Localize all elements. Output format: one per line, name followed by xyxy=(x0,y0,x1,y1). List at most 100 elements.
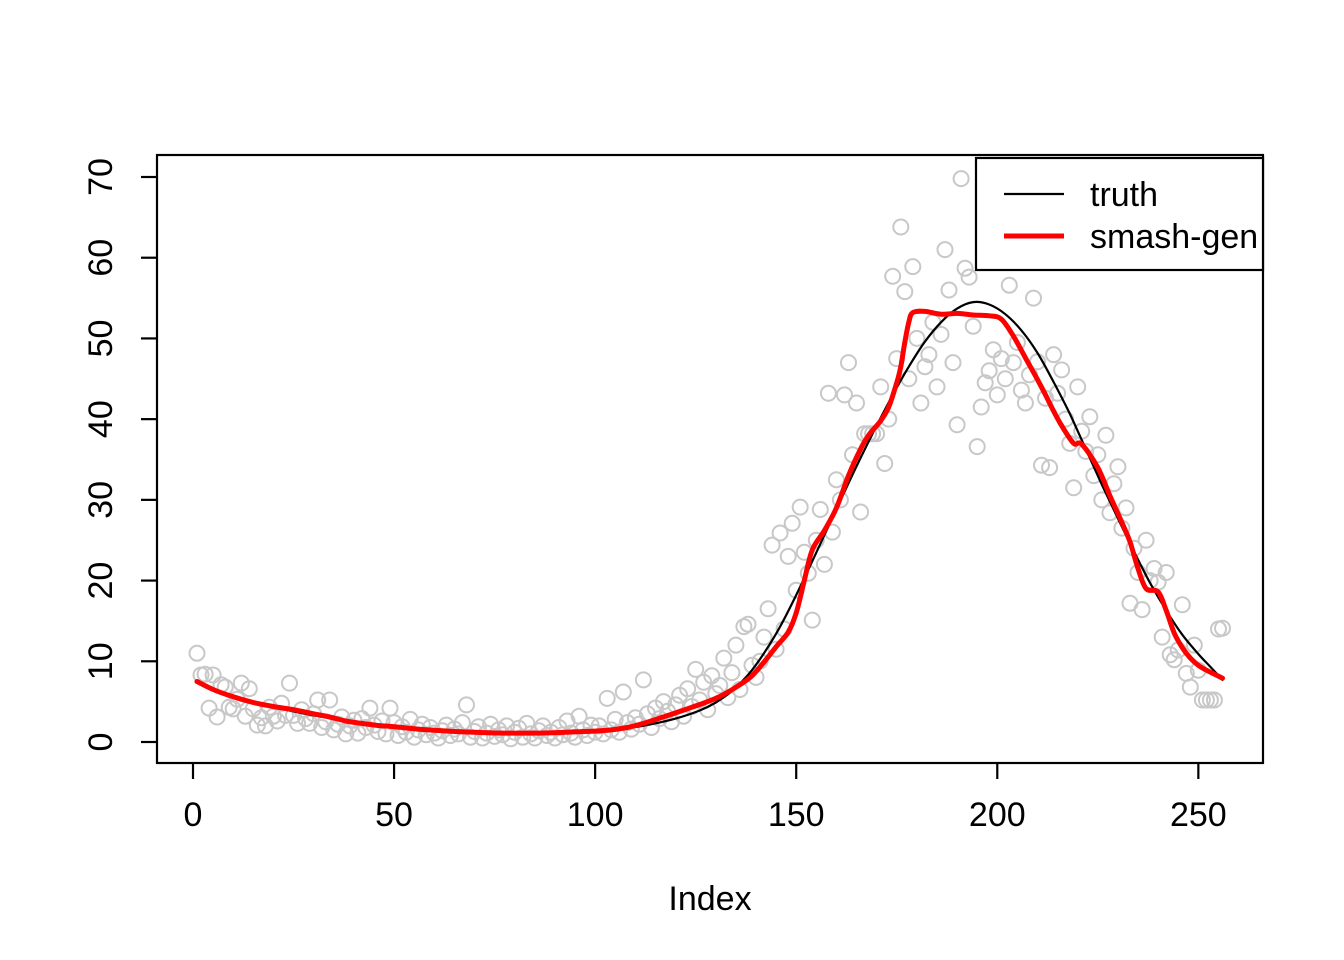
scatter-point xyxy=(1041,459,1059,477)
scatter-point xyxy=(783,514,801,532)
scatter-point xyxy=(458,696,475,714)
scatter-point xyxy=(240,680,258,698)
scatter-point xyxy=(594,725,612,743)
scatter-point xyxy=(1045,346,1063,364)
legend-box xyxy=(974,156,1265,272)
scatter-point xyxy=(309,691,327,709)
scatter-point xyxy=(944,354,962,372)
scatter-point xyxy=(590,717,608,735)
scatter-point xyxy=(940,281,958,299)
scatter-point xyxy=(188,644,206,662)
y-tick-label: 30 xyxy=(82,481,120,519)
scatter-point xyxy=(1004,354,1022,372)
scatter-point xyxy=(614,683,632,701)
scatter-point xyxy=(984,341,1002,359)
scatter-point xyxy=(960,268,978,286)
scatter-point xyxy=(578,727,596,744)
scatter-point xyxy=(1016,394,1034,412)
scatter-point xyxy=(811,501,829,518)
scatter-point xyxy=(904,258,922,276)
scatter-point xyxy=(972,398,990,416)
scatter-point xyxy=(1153,628,1171,646)
scatter-point xyxy=(759,600,777,618)
scatter-point xyxy=(273,694,290,712)
scatter-point xyxy=(739,615,757,633)
scatter-point xyxy=(848,394,865,412)
x-tick-label: 50 xyxy=(375,796,413,834)
y-tick-label: 60 xyxy=(82,239,120,277)
y-tick-label: 20 xyxy=(82,562,120,600)
scatter-point xyxy=(791,498,809,516)
scatter-point xyxy=(1173,596,1191,614)
scatter-point xyxy=(872,378,890,396)
scatter-point xyxy=(763,536,781,554)
scatter-point xyxy=(1000,276,1018,294)
scatter-point xyxy=(928,378,946,396)
scatter-point xyxy=(956,259,974,277)
scatter-point xyxy=(1109,458,1127,476)
y-tick-label: 10 xyxy=(82,642,120,680)
scatter-point xyxy=(1033,456,1050,474)
scatter-point xyxy=(912,394,930,412)
scatter-point xyxy=(964,317,982,335)
y-tick-label: 70 xyxy=(82,158,120,196)
scatter-point xyxy=(361,699,379,717)
scatter-point xyxy=(976,374,994,392)
y-tick-label: 0 xyxy=(82,733,120,752)
scatter-point xyxy=(908,329,926,347)
scatter-point xyxy=(767,640,785,658)
scatter-point xyxy=(655,693,672,711)
scatter-point xyxy=(988,386,1006,404)
scatter-point xyxy=(819,384,837,402)
scatter-point xyxy=(916,358,934,376)
scatter-point xyxy=(1049,384,1067,402)
scatter-point xyxy=(952,170,970,188)
scatter-point xyxy=(1117,499,1135,517)
scatter-point xyxy=(381,699,399,717)
scatter-point xyxy=(727,636,745,654)
scatter-point xyxy=(1077,442,1095,460)
scatter-point xyxy=(892,218,910,236)
x-tick-label: 100 xyxy=(567,796,624,834)
scatter-point xyxy=(357,719,375,736)
x-tick-label: 150 xyxy=(768,796,825,834)
scatter-point xyxy=(1069,378,1087,396)
x-tick-label: 250 xyxy=(1170,796,1227,834)
scatter-point xyxy=(200,699,218,717)
scatter-point xyxy=(1185,636,1203,654)
plot-border xyxy=(155,153,1265,765)
scatter-point xyxy=(711,677,729,694)
scatter-point xyxy=(836,386,853,404)
scatter-point xyxy=(679,680,697,698)
scatter-point xyxy=(920,346,938,364)
legend: truth smash-gen xyxy=(974,156,1265,272)
scatter-point xyxy=(996,370,1014,388)
scatter-point xyxy=(723,664,741,682)
scatter-point xyxy=(771,524,789,542)
scatter-point xyxy=(687,660,705,678)
x-tick-label: 200 xyxy=(969,796,1026,834)
scatter-point xyxy=(896,283,914,301)
scatter-point xyxy=(779,547,797,565)
scatter-point xyxy=(968,438,986,456)
scatter-point xyxy=(948,416,966,434)
scatter-point xyxy=(196,665,214,683)
legend-label-smash-gen: smash-gen xyxy=(1090,218,1258,256)
scatter-point xyxy=(1053,361,1071,379)
scatter-point xyxy=(840,354,857,372)
scatter-point xyxy=(281,674,298,692)
y-tick-label: 50 xyxy=(82,320,120,358)
scatter-point xyxy=(1008,334,1026,351)
scatter-point xyxy=(992,350,1010,368)
scatter-point xyxy=(755,628,773,646)
scatter-point xyxy=(1097,426,1115,444)
scatter-point xyxy=(321,691,339,709)
scatter-point xyxy=(1133,601,1151,619)
scatter-point xyxy=(827,471,845,489)
y-tick-label: 40 xyxy=(82,400,120,438)
scatter-point xyxy=(715,649,733,667)
scatter-point xyxy=(1081,408,1099,426)
scatter-point xyxy=(337,725,355,743)
scatter-point xyxy=(1157,564,1175,581)
